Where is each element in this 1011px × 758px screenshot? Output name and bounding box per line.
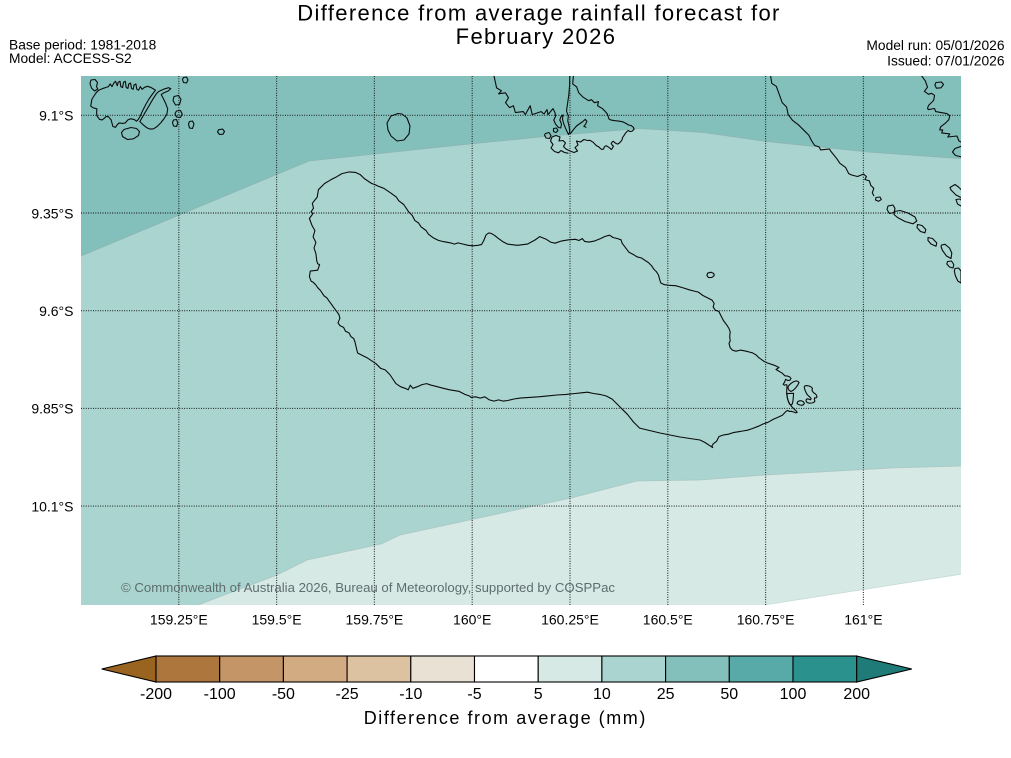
- svg-text:February 2026: February 2026: [456, 24, 617, 49]
- svg-text:159.5°E: 159.5°E: [252, 612, 302, 628]
- svg-text:Difference from average (mm): Difference from average (mm): [364, 708, 647, 728]
- svg-text:159.75°E: 159.75°E: [346, 612, 404, 628]
- svg-text:Model: ACCESS-S2: Model: ACCESS-S2: [9, 51, 132, 66]
- svg-text:-50: -50: [272, 686, 295, 703]
- svg-text:-200: -200: [140, 686, 172, 703]
- svg-text:25: 25: [657, 686, 675, 703]
- svg-text:5: 5: [534, 686, 543, 703]
- svg-text:200: 200: [843, 686, 870, 703]
- svg-text:-5: -5: [467, 686, 481, 703]
- svg-text:100: 100: [780, 686, 807, 703]
- svg-text:159.25°E: 159.25°E: [150, 612, 208, 628]
- svg-text:-100: -100: [204, 686, 236, 703]
- svg-text:Base period: 1981-2018: Base period: 1981-2018: [9, 38, 157, 53]
- svg-text:10.1°S: 10.1°S: [31, 498, 73, 514]
- svg-text:© Commonwealth of Australia 20: © Commonwealth of Australia 2026, Bureau…: [121, 580, 615, 595]
- svg-text:Difference from average rainfa: Difference from average rainfall forecas…: [297, 1, 780, 26]
- svg-text:-10: -10: [399, 686, 422, 703]
- svg-text:160°E: 160°E: [453, 612, 491, 628]
- svg-text:160.25°E: 160.25°E: [541, 612, 599, 628]
- svg-text:10: 10: [593, 686, 611, 703]
- svg-text:9.6°S: 9.6°S: [39, 303, 73, 319]
- svg-text:Model run: 05/01/2026: Model run: 05/01/2026: [866, 38, 1004, 53]
- svg-text:9.85°S: 9.85°S: [31, 401, 73, 417]
- svg-text:161°E: 161°E: [844, 612, 882, 628]
- svg-text:9.35°S: 9.35°S: [31, 205, 73, 221]
- svg-text:50: 50: [720, 686, 738, 703]
- svg-text:9.1°S: 9.1°S: [39, 108, 73, 124]
- svg-text:160.75°E: 160.75°E: [737, 612, 795, 628]
- svg-text:Issued: 07/01/2026: Issued: 07/01/2026: [887, 54, 1005, 69]
- svg-text:-25: -25: [336, 686, 359, 703]
- svg-text:160.5°E: 160.5°E: [643, 612, 693, 628]
